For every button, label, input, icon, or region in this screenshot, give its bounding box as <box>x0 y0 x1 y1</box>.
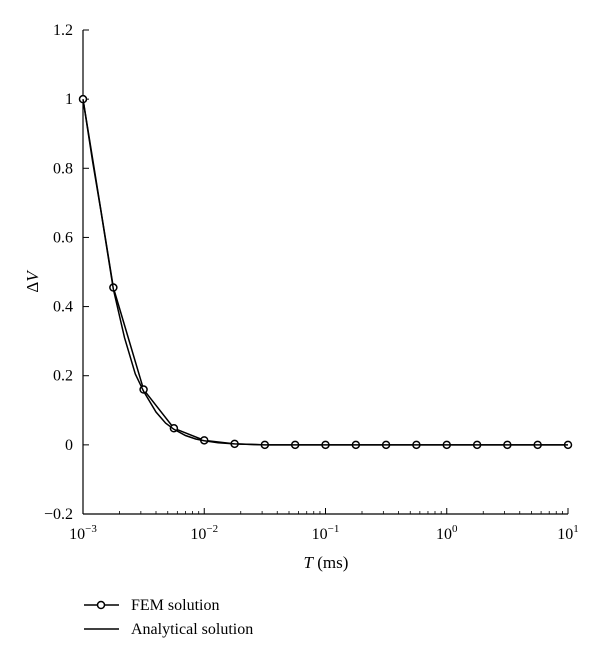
series-fem <box>78 94 573 450</box>
y-tick-label: −0.2 <box>44 506 73 523</box>
x-axis-label-var: T <box>304 553 315 572</box>
x-axis-label: T (ms) <box>304 553 349 572</box>
legend-fem-label: FEM solution <box>131 597 219 614</box>
y-tick-label: 1 <box>65 91 73 108</box>
y-axis-label-var: V <box>23 269 42 282</box>
y-tick-label: 1.2 <box>53 22 73 39</box>
x-tick-label: 10−1 <box>312 523 340 543</box>
y-tick-label: 0.2 <box>53 368 73 385</box>
y-tick-label: 0.8 <box>53 160 73 177</box>
legend-item-fem: FEM solution <box>84 597 219 614</box>
series-analytical <box>82 99 568 446</box>
y-axis-ticks: −0.2 0 0.2 0.4 0.6 0.8 1 1.2 <box>44 22 89 523</box>
y-axis-label: ΔV <box>23 269 42 293</box>
x-tick-label: 100 <box>436 523 458 543</box>
y-axis-label-prefix: Δ <box>23 282 42 293</box>
legend-item-analytical: Analytical solution <box>84 621 253 638</box>
legend-analytical-label: Analytical solution <box>131 621 253 638</box>
x-tick-label: 10−2 <box>190 523 218 543</box>
legend-fem-marker <box>96 600 106 610</box>
series-layer <box>78 94 573 450</box>
y-tick-label: 0.4 <box>53 299 73 316</box>
analytical-line <box>82 99 568 446</box>
legend: FEM solution Analytical solution <box>84 597 253 638</box>
x-tick-label: 10−3 <box>69 523 97 543</box>
x-axis-ticks: 10−3 10−2 10−1 100 101 <box>69 508 579 543</box>
x-tick-label: 101 <box>557 523 579 543</box>
x-axis-label-unit: (ms) <box>313 553 348 572</box>
y-tick-label: 0.6 <box>53 229 73 246</box>
y-tick-label: 0 <box>65 437 73 454</box>
fem-line <box>82 99 568 446</box>
